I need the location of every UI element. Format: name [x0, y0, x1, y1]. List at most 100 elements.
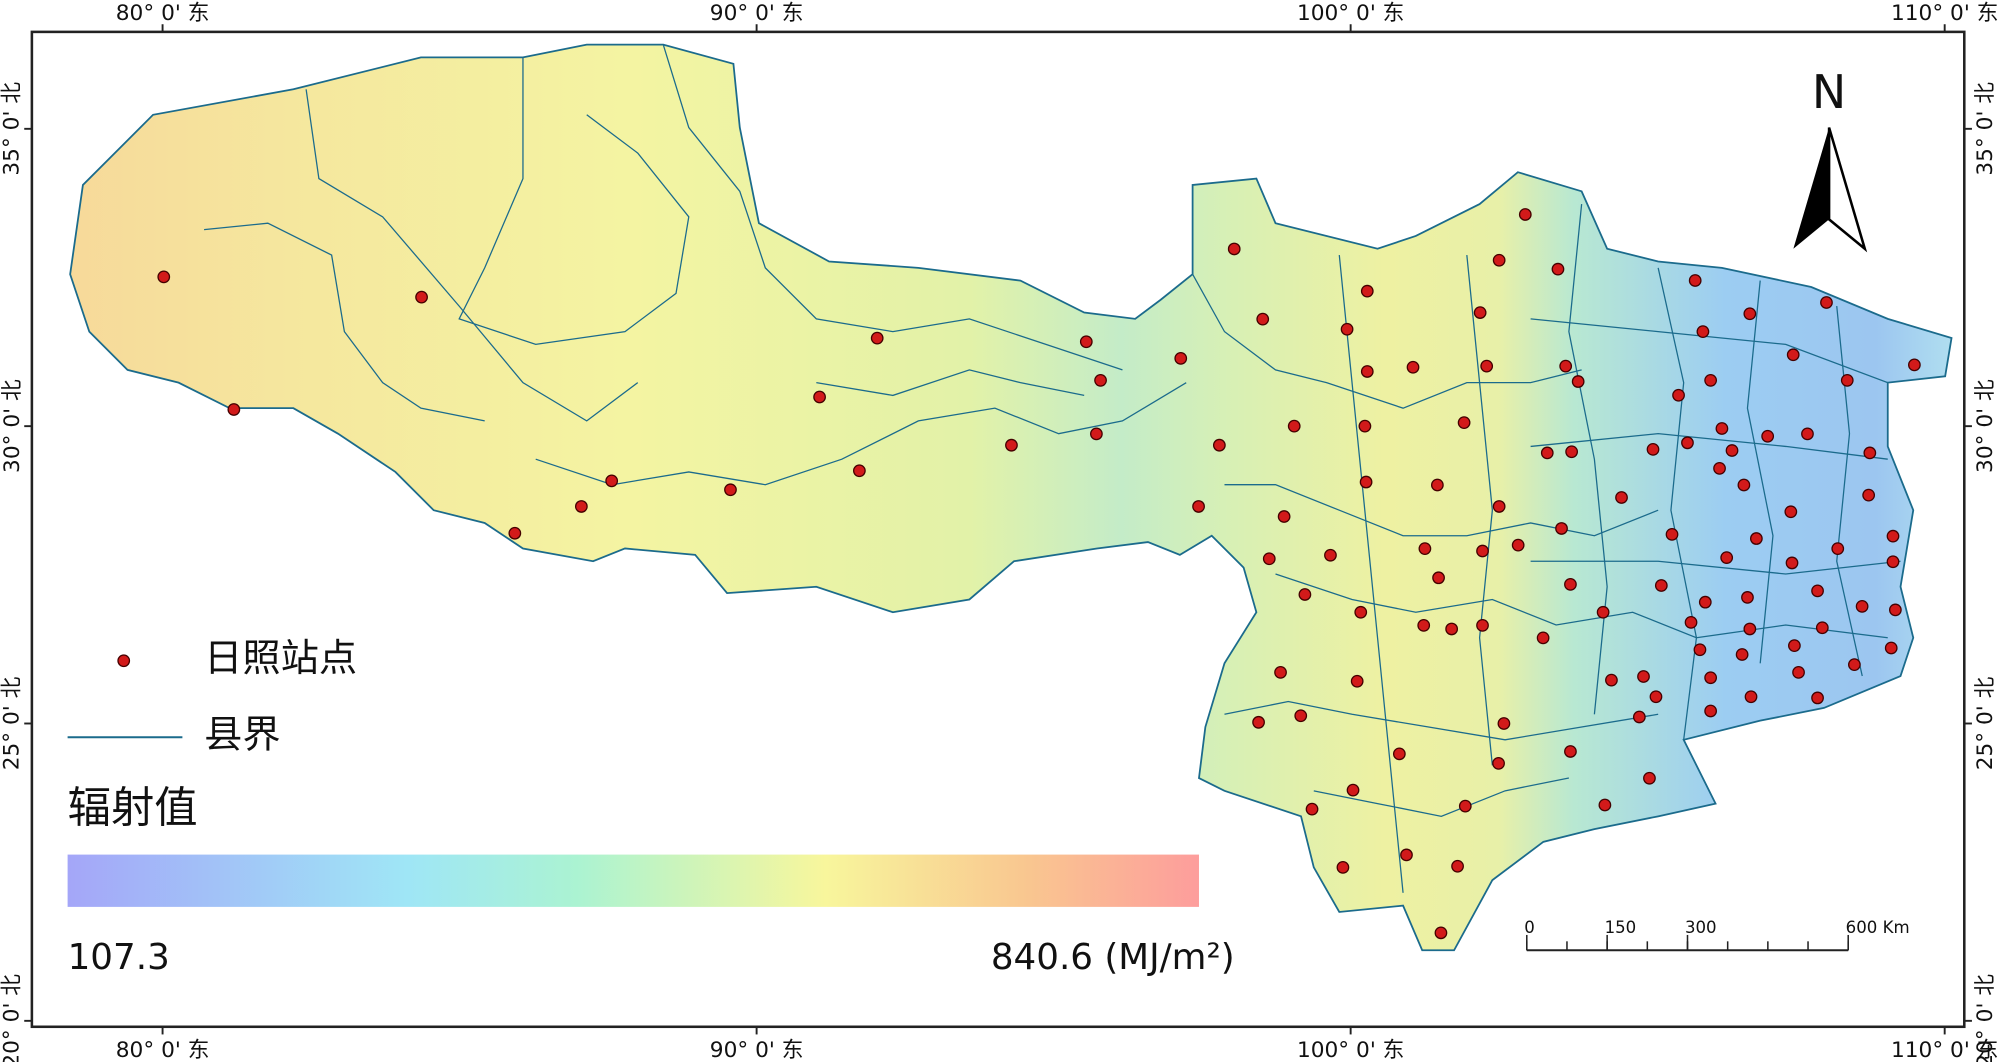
- station: [1672, 388, 1685, 402]
- lon-label-bottom: 100° 0' 东: [1297, 1038, 1404, 1062]
- station: [1665, 528, 1679, 541]
- station: [227, 403, 241, 416]
- station: [1848, 658, 1861, 672]
- station: [1698, 595, 1712, 609]
- station: [508, 526, 522, 540]
- station: [1693, 643, 1707, 657]
- station: [1788, 639, 1801, 652]
- station: [1565, 445, 1579, 459]
- lon-label-top: 90° 0' 东: [710, 1, 804, 26]
- station: [1725, 444, 1739, 457]
- lon-label-bottom: 110° 0' 东: [1891, 1038, 1998, 1062]
- station: [1815, 621, 1829, 635]
- station: [1605, 673, 1618, 687]
- station: [1743, 622, 1757, 636]
- station: [1696, 325, 1710, 338]
- legend-station-label: 日照站点: [204, 636, 357, 681]
- station: [1360, 284, 1374, 298]
- legend-station-symbol: [117, 654, 131, 668]
- station: [1340, 322, 1354, 336]
- station: [1418, 542, 1432, 556]
- lat-label-right: 25° 0' 北: [1973, 676, 1998, 770]
- station: [1476, 544, 1489, 558]
- station: [1445, 622, 1459, 636]
- station: [1227, 242, 1241, 256]
- station: [1346, 783, 1360, 797]
- station: [574, 500, 588, 513]
- station: [1536, 631, 1550, 645]
- station: [1884, 641, 1898, 655]
- station: [1784, 505, 1798, 519]
- station: [1820, 296, 1833, 309]
- station: [1358, 419, 1372, 433]
- station: [1492, 253, 1506, 267]
- station: [1497, 717, 1511, 730]
- station: [1511, 538, 1525, 552]
- station: [1571, 375, 1585, 388]
- station: [1615, 491, 1628, 504]
- station: [1643, 771, 1656, 785]
- station: [1359, 475, 1373, 489]
- station: [1360, 365, 1374, 378]
- station: [1888, 603, 1902, 617]
- station: [1792, 665, 1805, 679]
- station: [1005, 438, 1018, 452]
- colorbar-label: 840.6 (MJ/m²): [991, 937, 1235, 978]
- station: [1277, 510, 1291, 523]
- station: [1551, 262, 1565, 276]
- station: [1720, 551, 1734, 564]
- station: [1741, 591, 1754, 604]
- north-label: N: [1812, 65, 1846, 119]
- colorbar: [67, 854, 1199, 907]
- lon-label-top: 80° 0' 东: [116, 1, 210, 26]
- lat-label-right: 20° 0' 北: [1973, 974, 1998, 1062]
- station: [1564, 745, 1577, 758]
- station: [1908, 358, 1921, 372]
- station: [1681, 436, 1694, 450]
- station: [1684, 616, 1698, 629]
- scale-bar-label: 600 Km: [1846, 918, 1910, 937]
- station: [1840, 373, 1854, 387]
- station: [1518, 208, 1532, 221]
- station: [1294, 709, 1308, 723]
- lon-label-bottom: 90° 0' 东: [710, 1038, 804, 1062]
- station: [157, 270, 171, 284]
- station: [1458, 799, 1472, 813]
- station: [1886, 555, 1900, 569]
- lat-label-left: 30° 0' 北: [0, 379, 25, 473]
- station: [1704, 671, 1718, 685]
- station: [1761, 429, 1775, 443]
- station: [1785, 556, 1799, 570]
- station: [1274, 665, 1287, 679]
- lon-label-top: 110° 0' 东: [1891, 1, 1998, 26]
- lat-label-left: 35° 0' 北: [0, 82, 25, 176]
- station: [1713, 462, 1726, 475]
- station: [1632, 710, 1646, 724]
- station: [605, 474, 619, 488]
- station: [1811, 584, 1824, 598]
- station: [1336, 861, 1350, 874]
- lat-label-right: 35° 0' 北: [1973, 82, 1998, 176]
- station: [870, 331, 884, 345]
- station: [1811, 691, 1824, 705]
- station: [1480, 359, 1494, 373]
- station: [1749, 532, 1763, 545]
- station: [1457, 416, 1471, 429]
- scale-bar-label: 300: [1685, 918, 1717, 937]
- station: [1287, 419, 1301, 433]
- station: [1637, 670, 1650, 683]
- station: [1432, 571, 1445, 585]
- station: [724, 483, 737, 497]
- station: [1324, 548, 1337, 562]
- station: [1406, 360, 1420, 374]
- station: [1392, 747, 1406, 761]
- station: [1256, 312, 1270, 326]
- station: [1400, 848, 1413, 862]
- map-frame: [30, 30, 1966, 1029]
- station: [1434, 926, 1448, 940]
- station: [853, 464, 866, 478]
- station: [1473, 306, 1487, 319]
- station: [1735, 648, 1749, 661]
- station: [1430, 478, 1444, 492]
